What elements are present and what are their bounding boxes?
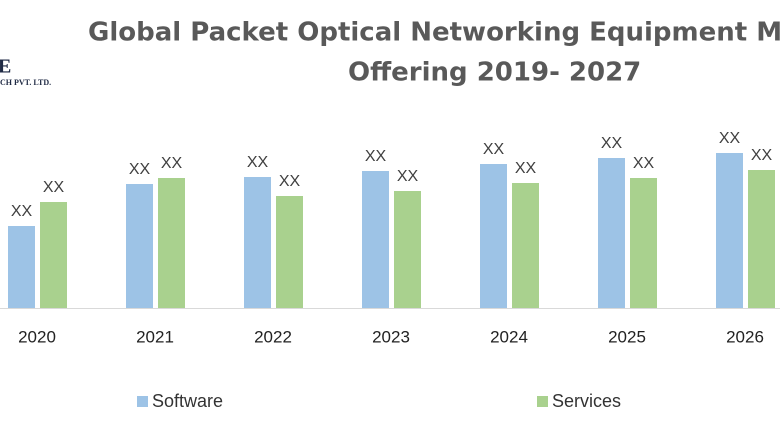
bar: [362, 171, 389, 308]
data-label: XX: [11, 203, 33, 220]
bar: [630, 178, 657, 308]
data-label: XX: [483, 141, 505, 158]
chart-title: Global Packet Optical Networking Equipme…: [88, 18, 780, 48]
bar: [276, 196, 303, 308]
bar: [158, 178, 185, 308]
logo-mark: E: [0, 56, 11, 78]
x-tick-label: 2026: [726, 327, 764, 346]
bar: [716, 153, 743, 308]
data-label: XX: [161, 155, 183, 172]
x-tick-label: 2020: [18, 327, 56, 346]
x-tick-label: 2023: [372, 327, 410, 346]
data-label: XX: [129, 161, 151, 178]
data-label: XX: [365, 148, 387, 165]
data-label: XX: [279, 173, 301, 190]
logo-text: CH PVT. LTD.: [0, 78, 51, 87]
legend-swatch: [137, 396, 148, 407]
bar: [8, 226, 35, 308]
data-label: XX: [397, 168, 419, 185]
bar: [512, 183, 539, 308]
bar: [598, 158, 625, 308]
x-tick-label: 2021: [136, 327, 174, 346]
legend-label: Software: [152, 391, 223, 411]
bar: [748, 170, 775, 308]
data-label: XX: [247, 154, 269, 171]
data-label: XX: [515, 160, 537, 177]
chart-subtitle: Offering 2019- 2027: [348, 58, 641, 88]
data-label: XX: [601, 135, 623, 152]
data-label: XX: [719, 130, 741, 147]
bar: [480, 164, 507, 308]
data-label: XX: [751, 147, 773, 164]
legend-swatch: [537, 396, 548, 407]
bar: [40, 202, 67, 308]
bar: [126, 184, 153, 308]
data-label: XX: [633, 155, 655, 172]
legend-label: Services: [552, 391, 621, 411]
x-tick-label: 2024: [490, 327, 528, 346]
bar: [244, 177, 271, 308]
x-tick-label: 2025: [608, 327, 646, 346]
data-label: XX: [43, 179, 65, 196]
bar: [394, 191, 421, 308]
x-tick-label: 2022: [254, 327, 292, 346]
